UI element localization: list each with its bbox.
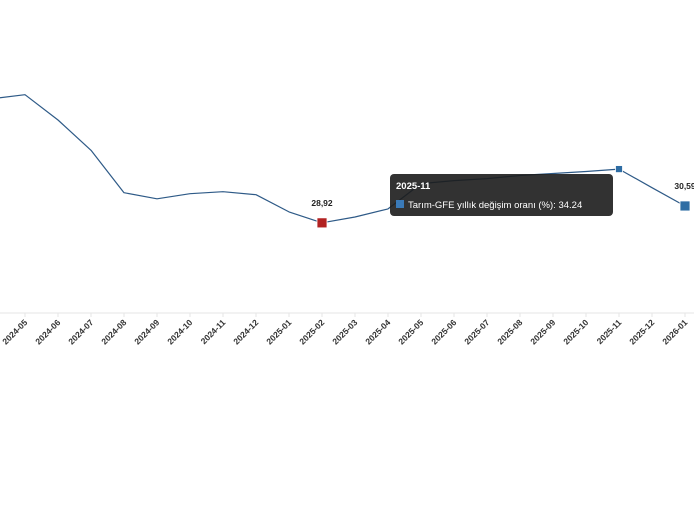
x-tick-label: 2025-07 bbox=[462, 317, 491, 346]
x-tick-label: 2025-09 bbox=[528, 317, 557, 346]
series-line bbox=[0, 94, 686, 224]
tooltip-separator: : bbox=[553, 200, 558, 211]
highlight-markers bbox=[316, 165, 691, 229]
x-tick-label: 2024-11 bbox=[199, 317, 228, 346]
x-tick-label: 2024-06 bbox=[33, 317, 62, 346]
x-tick-label: 2025-12 bbox=[627, 317, 656, 346]
x-tick-label: 2025-03 bbox=[330, 317, 359, 346]
point-marker-2026-01[interactable] bbox=[679, 200, 691, 212]
x-tick-label: 2024-09 bbox=[132, 317, 161, 346]
data-label-2025-02: 28,92 bbox=[311, 198, 333, 208]
x-tick-label: 2024-07 bbox=[66, 317, 95, 346]
x-tick-label: 2025-02 bbox=[297, 317, 326, 346]
point-marker-2025-02[interactable] bbox=[316, 217, 328, 229]
x-tick-label: 2024-08 bbox=[99, 317, 128, 346]
x-tick-label: 2025-08 bbox=[495, 317, 524, 346]
x-tick-label: 2024-05 bbox=[0, 317, 29, 346]
tooltip-box bbox=[390, 174, 613, 216]
data-label-2026-01: 30,59 bbox=[674, 181, 694, 191]
x-tick-label: 2025-10 bbox=[561, 317, 590, 346]
tooltip-series-text: Tarım-GFE yıllık değişim oranı (%): 34.2… bbox=[408, 200, 582, 211]
tooltip: 2025-11 Tarım-GFE yıllık değişim oranı (… bbox=[390, 174, 613, 216]
x-tick-label: 2025-04 bbox=[363, 317, 392, 346]
tooltip-value: 34.24 bbox=[558, 200, 582, 211]
x-axis-ticks: 2024-05 2024-06 2024-07 2024-08 2024-09 2024-… bbox=[0, 313, 690, 346]
x-tick-label: 2025-01 bbox=[264, 317, 293, 346]
x-tick-label: 2025-11 bbox=[595, 317, 624, 346]
x-tick-label: 2026-01 bbox=[660, 317, 689, 346]
tooltip-series-swatch bbox=[396, 200, 404, 208]
x-tick-label: 2024-12 bbox=[231, 317, 260, 346]
data-labels: 28,92 30,59 bbox=[311, 181, 694, 208]
tooltip-title: 2025-11 bbox=[396, 181, 431, 192]
x-tick-label: 2025-06 bbox=[429, 317, 458, 346]
point-marker-2025-11[interactable] bbox=[615, 165, 623, 173]
x-tick-label: 2025-05 bbox=[396, 317, 425, 346]
tooltip-series-name: Tarım-GFE yıllık değişim oranı (%) bbox=[408, 200, 553, 211]
x-tick-label: 2024-10 bbox=[165, 317, 194, 346]
